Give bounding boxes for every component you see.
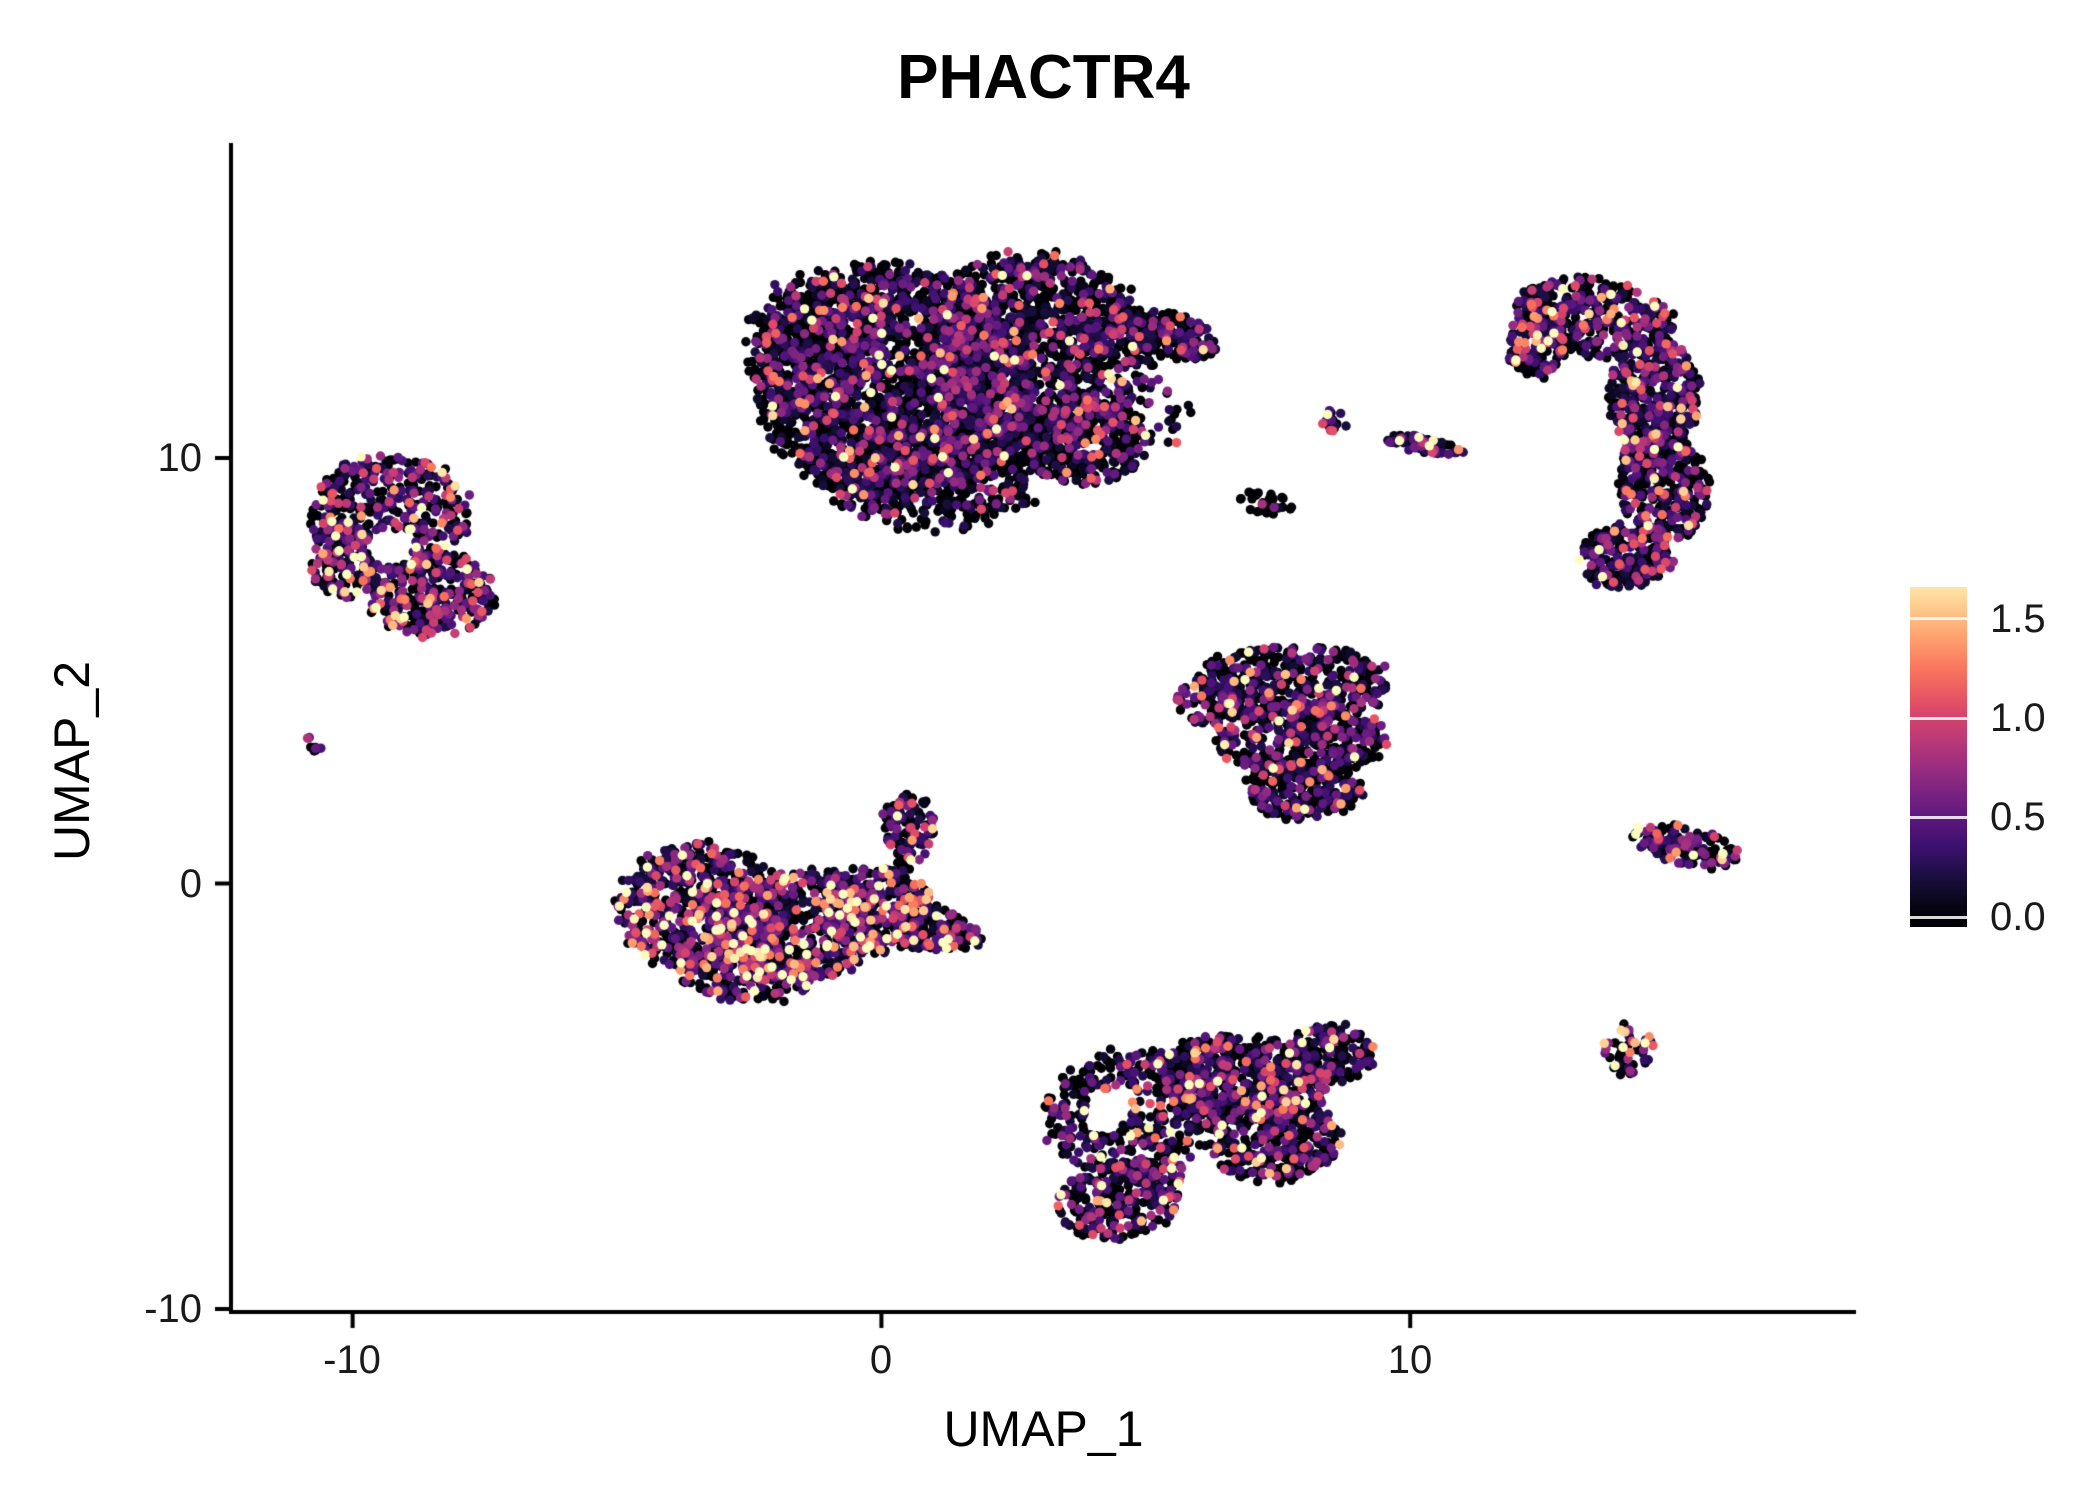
colorbar-tick-label-0_0: 0.0 <box>1990 895 2046 939</box>
colorbar-gradient <box>1910 587 1967 927</box>
colorbar-tick-mark <box>1910 915 1967 919</box>
plot-title: PHACTR4 <box>897 43 1190 112</box>
x-tick-label-10: 10 <box>1387 1338 1433 1382</box>
colorbar-tick-label-1_0: 1.0 <box>1990 696 2046 740</box>
colorbar-tick-mark <box>1910 716 1967 720</box>
x-axis-title: UMAP_1 <box>943 1401 1144 1457</box>
y-axis-title: UMAP_2 <box>44 660 100 862</box>
y-tick-label-neg10: -10 <box>144 1287 202 1331</box>
x-tick-label-neg10: -10 <box>323 1338 381 1382</box>
colorbar-tick-label-1_5: 1.5 <box>1990 597 2046 641</box>
expression-colorbar: 1.5 1.0 0.5 0.0 <box>1910 587 2100 939</box>
y-tick-label-10: 10 <box>157 436 203 480</box>
y-tick-label-0: 0 <box>179 862 202 906</box>
colorbar-tick-label-0_5: 0.5 <box>1990 795 2046 839</box>
colorbar-tick-mark <box>1910 617 1967 621</box>
colorbar-tick-mark <box>1910 816 1967 820</box>
x-tick-label-0: 0 <box>869 1338 893 1382</box>
